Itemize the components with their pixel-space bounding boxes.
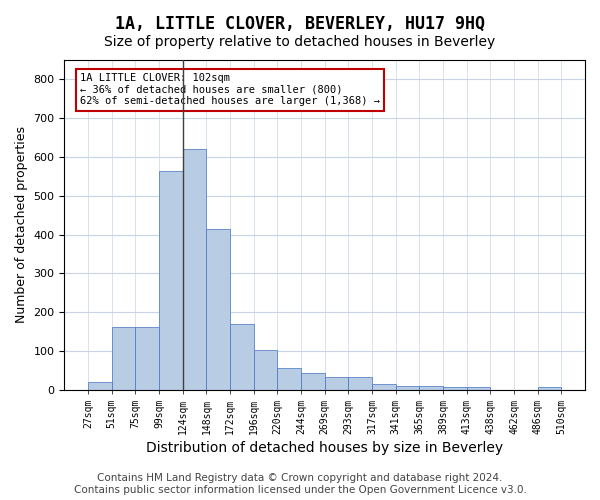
X-axis label: Distribution of detached houses by size in Beverley: Distribution of detached houses by size …: [146, 441, 503, 455]
Bar: [136, 326, 159, 390]
Bar: [325, 377, 349, 390]
Bar: [277, 368, 301, 390]
Bar: [467, 386, 490, 390]
Bar: [349, 377, 372, 390]
Bar: [230, 324, 254, 390]
Text: Contains HM Land Registry data © Crown copyright and database right 2024.
Contai: Contains HM Land Registry data © Crown c…: [74, 474, 526, 495]
Bar: [159, 172, 183, 390]
Text: 1A, LITTLE CLOVER, BEVERLEY, HU17 9HQ: 1A, LITTLE CLOVER, BEVERLEY, HU17 9HQ: [115, 15, 485, 33]
Bar: [395, 386, 419, 390]
Bar: [419, 386, 443, 390]
Bar: [538, 386, 562, 390]
Bar: [206, 229, 230, 390]
Text: 1A LITTLE CLOVER: 102sqm
← 36% of detached houses are smaller (800)
62% of semi-: 1A LITTLE CLOVER: 102sqm ← 36% of detach…: [80, 73, 380, 106]
Bar: [254, 350, 277, 390]
Bar: [183, 149, 206, 390]
Bar: [443, 386, 467, 390]
Text: Size of property relative to detached houses in Beverley: Size of property relative to detached ho…: [104, 35, 496, 49]
Bar: [301, 373, 325, 390]
Y-axis label: Number of detached properties: Number of detached properties: [15, 126, 28, 324]
Bar: [112, 326, 136, 390]
Bar: [372, 384, 395, 390]
Bar: [88, 382, 112, 390]
